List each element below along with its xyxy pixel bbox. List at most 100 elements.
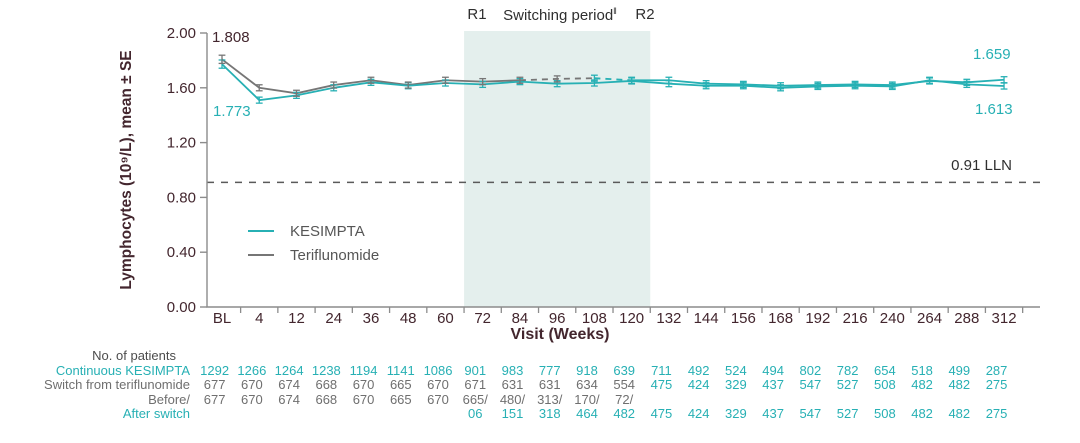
patient-count	[866, 393, 903, 408]
x-tick-label: 12	[288, 310, 305, 327]
x-tick-label: 240	[880, 310, 905, 327]
patient-count: 634	[576, 377, 598, 392]
patient-count: 313/	[537, 391, 563, 407]
error-bar	[255, 96, 263, 104]
number-of-patients-table: No. of patients Continuous KESIMPTA 1292 12…	[0, 348, 1080, 422]
spacer	[792, 349, 829, 364]
patient-table-header: No. of patients	[92, 348, 176, 363]
spacer	[494, 349, 531, 364]
x-tick-label: 216	[843, 310, 868, 327]
x-tick-label: 156	[731, 310, 756, 327]
patient-count: 782	[836, 362, 859, 378]
patient-count: 151	[501, 406, 524, 421]
patient-count: 670	[352, 377, 375, 392]
patient-count: 318	[538, 406, 561, 421]
patient-count: 547	[799, 377, 822, 392]
patient-count: 711	[651, 362, 672, 378]
error-bar	[293, 89, 300, 97]
patient-count: 482	[948, 377, 971, 392]
patient-count: 639	[613, 362, 636, 378]
y-tick-label: 0.40	[167, 244, 196, 261]
x-tick-label: 264	[917, 310, 942, 327]
spacer	[903, 349, 940, 364]
switching-period-shading	[464, 31, 651, 307]
patient-row-label: Continuous KESIMPTA	[55, 362, 190, 378]
patient-count: 499	[948, 362, 971, 378]
spacer	[941, 349, 978, 364]
switching-period-label: Switching period‖	[503, 6, 617, 24]
x-tick-label: 144	[694, 310, 719, 327]
patient-count: 670	[352, 391, 375, 407]
error-bar	[926, 77, 933, 85]
patient-count: 631	[538, 377, 561, 392]
legend-item-teriflunomide: Teriflunomide	[248, 243, 379, 267]
spacer	[531, 349, 568, 364]
error-bar	[255, 84, 263, 92]
error-bar	[479, 77, 487, 86]
x-tick-label: 48	[400, 310, 417, 327]
footnote-marker: ‖	[613, 6, 617, 16]
patient-count	[903, 393, 940, 408]
randomization-2-label: R2	[635, 6, 655, 23]
error-bar	[591, 74, 598, 82]
x-tick-label: 60	[437, 310, 454, 327]
x-tick-label: 108	[582, 310, 607, 327]
patient-count: 482	[911, 377, 933, 392]
patient-count: 677	[203, 391, 226, 407]
patient-count: 437	[762, 406, 784, 421]
x-tick-label: 84	[512, 310, 529, 327]
error-bar	[739, 80, 747, 89]
patient-count: 554	[613, 377, 636, 392]
y-tick-label: 2.00	[167, 25, 196, 42]
chart-legend: KESIMPTA Teriflunomide	[248, 219, 379, 267]
patient-count: 665	[389, 377, 412, 392]
error-bar	[1000, 76, 1008, 84]
error-bar	[888, 81, 896, 89]
spacer	[829, 349, 866, 364]
spacer	[680, 349, 717, 364]
patient-count: 424	[687, 406, 710, 421]
x-axis-title: Visit (Weeks)	[510, 326, 610, 343]
patient-count	[233, 407, 270, 422]
error-bar	[814, 81, 822, 89]
error-bar	[665, 76, 673, 84]
patient-count: 802	[799, 362, 822, 378]
patient-count: 508	[873, 406, 896, 421]
patient-count: 654	[873, 362, 896, 378]
patient-count	[308, 407, 345, 422]
spacer	[382, 349, 419, 364]
legend-item-kesimpta: KESIMPTA	[248, 219, 379, 243]
patient-row-label: After switch	[122, 406, 190, 421]
error-bar	[516, 76, 524, 84]
patient-count: 72/	[615, 391, 634, 407]
patient-count: 329	[725, 406, 747, 421]
patient-count	[196, 407, 233, 422]
x-tick-label: 288	[954, 310, 979, 327]
randomization-1-label: R1	[467, 6, 487, 23]
patient-count: 674	[278, 391, 300, 407]
patient-count: 527	[836, 377, 859, 392]
patient-row-label: Switch from teriflunomide	[44, 377, 190, 392]
patient-count: 677	[203, 377, 226, 392]
x-tick-label: 132	[656, 310, 681, 327]
error-bar	[628, 76, 636, 84]
patient-count	[717, 393, 754, 408]
patient-count	[680, 393, 717, 408]
x-tick-label: 168	[768, 310, 793, 327]
error-bar	[553, 75, 561, 83]
patient-count: 670	[427, 377, 449, 392]
patient-count: 475	[650, 406, 673, 421]
error-bar	[851, 80, 859, 89]
line-chart: 0.00 0.40 0.80 1.20 1.60 2.00 BL 4 12 24 36 48 60 72 8…	[167, 25, 1040, 327]
patient-count	[829, 393, 866, 408]
patient-count: 665	[389, 391, 412, 407]
patient-count: 170/	[574, 391, 600, 407]
x-tick-label: BL	[213, 310, 231, 327]
spacer	[717, 349, 754, 364]
legend-swatch	[248, 229, 274, 233]
x-tick-label: 96	[549, 310, 566, 327]
spacer	[568, 349, 605, 364]
patient-count: 475	[650, 377, 673, 392]
patient-count: 482	[613, 406, 636, 421]
patient-count: 670	[241, 391, 263, 407]
